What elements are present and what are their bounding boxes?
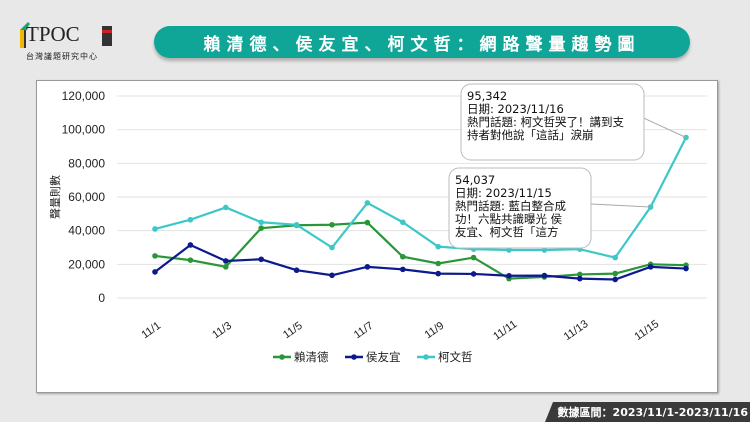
y-tick-label: 0	[98, 291, 105, 305]
x-tick-label: 11/5	[281, 320, 305, 342]
annotation-box	[460, 83, 645, 161]
y-axis-label: 聲量則數	[48, 175, 62, 219]
data-point	[577, 271, 583, 278]
y-tick-label: 100,000	[62, 123, 106, 137]
data-point	[329, 221, 335, 228]
legend-marker	[351, 354, 357, 360]
data-point	[329, 272, 335, 279]
x-tick-label: 11/1	[139, 320, 163, 342]
legend-label: 賴清德	[294, 350, 329, 364]
data-point	[152, 253, 158, 259]
annotation-leader	[643, 117, 687, 138]
data-point	[258, 225, 264, 231]
logo-text: TPOC	[26, 22, 80, 46]
y-tick-label: 20,000	[68, 257, 105, 271]
data-point	[258, 219, 264, 226]
data-point	[223, 264, 229, 270]
data-point	[541, 272, 548, 279]
series-line-2	[154, 137, 687, 259]
legend-marker	[279, 354, 285, 360]
annotation-text: 日期: 2023/11/15	[455, 186, 552, 200]
data-point	[683, 134, 689, 141]
data-point	[541, 247, 548, 253]
data-point	[612, 270, 618, 277]
data-point	[506, 272, 512, 279]
data-point	[577, 275, 583, 282]
logo-subtitle: 台灣議題研究中心	[26, 52, 98, 61]
data-point	[364, 264, 371, 270]
annotation-text: 友宜、柯文哲「這方	[455, 225, 559, 239]
data-point	[400, 253, 406, 260]
data-point	[435, 260, 442, 267]
data-point	[470, 254, 477, 261]
legend-label: 侯友宜	[366, 350, 401, 364]
legend-marker	[423, 354, 429, 360]
annotation-text: 熱門話題: 柯文哲哭了！講到支	[467, 115, 625, 129]
data-point	[187, 257, 194, 263]
data-point	[152, 226, 158, 232]
data-point	[683, 265, 689, 272]
page-title: 賴清德、侯友宜、柯文哲：網路聲量趨勢圖	[154, 26, 690, 58]
data-point	[293, 267, 300, 274]
x-tick-label: 11/7	[352, 320, 376, 342]
data-point	[187, 242, 194, 248]
tpoc-logo	[20, 22, 112, 48]
series-line-1	[154, 243, 687, 281]
chart-container: 0 20,000 40,000 60,000 80,000 100,000 120,000 聲…	[36, 80, 718, 393]
data-point	[364, 219, 371, 226]
data-point	[612, 276, 618, 283]
x-tick-label: 11/11	[491, 318, 519, 343]
data-point	[364, 200, 371, 206]
date-range-badge: 數據區間：2023/11/1-2023/11/16	[545, 402, 750, 422]
annotation-text: 熱門話題: 藍白整合成	[455, 199, 567, 213]
annotation-text: 持者對他說「這話」淚崩	[467, 128, 594, 142]
data-point	[400, 266, 406, 273]
data-point	[612, 254, 618, 261]
x-tick-label: 11/9	[423, 320, 447, 342]
line-chart: 0 20,000 40,000 60,000 80,000 100,000 120,000 聲…	[48, 83, 707, 364]
legend-label: 柯文哲	[438, 350, 473, 364]
annotation-text: 95,342	[467, 89, 507, 103]
data-point	[435, 270, 442, 277]
annotation-leader	[590, 203, 651, 208]
x-tick-label: 11/13	[562, 318, 591, 343]
y-tick-label: 40,000	[68, 224, 105, 238]
data-point	[258, 256, 264, 263]
x-tick-label: 11/15	[632, 318, 661, 343]
annotation-text: 功！六點共識曝光 侯	[455, 212, 563, 226]
annotation-text: 日期: 2023/11/16	[467, 102, 564, 116]
data-point	[400, 219, 406, 226]
x-tick-label: 11/3	[210, 320, 234, 342]
y-tick-label: 60,000	[68, 190, 105, 204]
data-point	[293, 221, 300, 228]
series-line-0	[154, 221, 687, 280]
data-point	[435, 243, 442, 250]
y-tick-label: 120,000	[62, 89, 106, 103]
data-point	[470, 271, 477, 277]
data-point	[152, 269, 158, 275]
data-point	[223, 204, 229, 211]
data-point	[187, 216, 194, 223]
annotation-text: 54,037	[455, 173, 495, 187]
annotation-box	[448, 167, 592, 249]
data-point	[647, 264, 654, 270]
data-point	[329, 244, 335, 251]
data-point	[506, 247, 512, 253]
y-tick-label: 80,000	[68, 156, 105, 170]
data-point	[223, 258, 229, 264]
